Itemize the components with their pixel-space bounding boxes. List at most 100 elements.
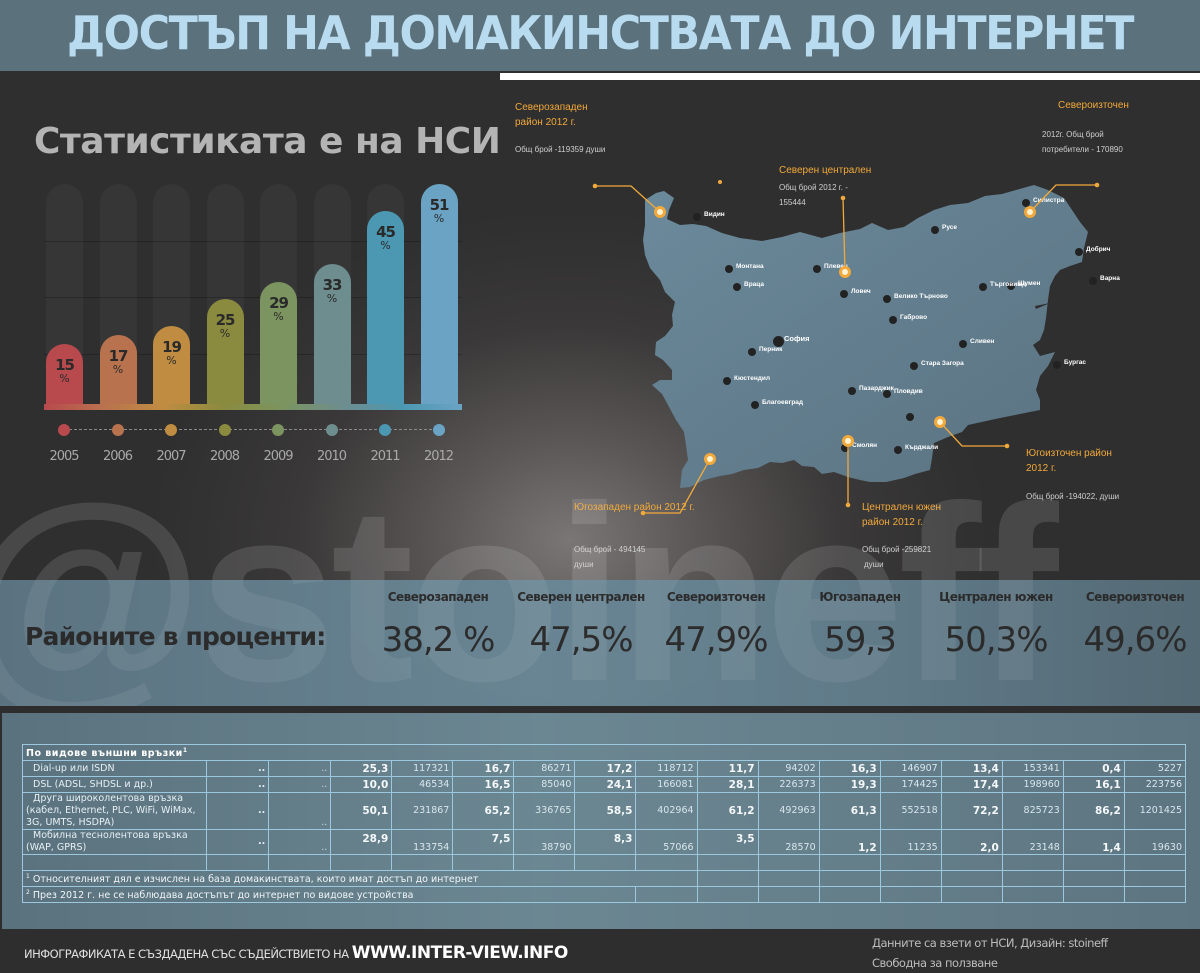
city-label: Бургас — [1064, 359, 1087, 366]
table-row-empty — [21, 854, 1187, 872]
bar-percent: % — [326, 291, 338, 305]
table-row: Друга широколентова връзка (кабел, Ethern… — [21, 792, 1187, 831]
city-label: Ловеч — [851, 288, 871, 295]
bar-value: 29 — [269, 293, 289, 312]
city-marker — [751, 401, 759, 409]
city-marker — [1022, 199, 1030, 207]
region-nw-count: Общ брой -119359 души — [515, 145, 606, 154]
table-note: 2 През 2012 г. не се наблюдава достъпът … — [21, 886, 1187, 904]
bar-percent: % — [112, 362, 124, 376]
city-label: Търговище — [990, 281, 1027, 288]
bulgaria-map — [643, 185, 1088, 488]
city-label: Кърджали — [905, 444, 939, 451]
city-label: Велико Търново — [894, 293, 948, 300]
header-banner: ДОСТЪП НА ДОМАКИНСТВАТА ДО ИНТЕРНЕТ — [0, 0, 1200, 71]
bar-percent: % — [273, 309, 284, 323]
bar-2012: 51% — [420, 184, 458, 410]
regions-percent-label: Районите в проценти: — [25, 622, 326, 651]
table-row: Dial-up или ISDN .... 25,3 117321 16,7 862… — [21, 760, 1187, 778]
page-title: ДОСТЪП НА ДОМАКИНСТВАТА ДО ИНТЕРНЕТ — [66, 6, 1134, 60]
map-overlay: Видин Монтана Враца Плевен Ловеч Велико Търно… — [693, 197, 1120, 454]
city-marker — [906, 413, 914, 421]
bar-2007: 19% — [153, 325, 190, 410]
city-label: Пловдив — [894, 388, 923, 395]
city-marker — [1007, 282, 1015, 290]
city-marker — [883, 295, 891, 303]
footer: ИНФОГРАФИКАТА Е СЪЗДАДЕНА СЪС СЪДЕЙСТВИЕ… — [0, 929, 1200, 973]
timeline-dot — [379, 424, 391, 436]
city-label: Смолян — [852, 442, 878, 449]
grid-line — [44, 240, 462, 242]
city-label: Враца — [744, 281, 764, 288]
table-row: DSL (ADSL, SHDSL и др.) .... 10,0 46534 1… — [21, 776, 1187, 794]
bar-2006: 17% — [99, 334, 137, 410]
city-marker — [723, 377, 731, 385]
bar-2011: 45% — [367, 210, 404, 410]
region-sc-count: Общ брой -259821 души — [862, 545, 932, 569]
city-marker — [773, 336, 784, 347]
city-label: Кюстендил — [734, 375, 771, 382]
city-marker — [813, 265, 821, 273]
bar-2010: 33% — [313, 263, 351, 410]
bar-2009: 29% — [260, 281, 297, 410]
city-marker — [889, 316, 897, 324]
region-se-title: Югоизточен район 2012 г. — [1026, 448, 1112, 474]
divider — [500, 73, 1200, 80]
city-marker — [841, 444, 849, 452]
timeline-dot — [58, 424, 70, 436]
city-marker — [883, 390, 891, 398]
city-marker — [1075, 248, 1083, 256]
region-nc-count: Общ брой 2012 г. -155444 — [779, 183, 848, 207]
city-marker — [840, 290, 848, 298]
region-sw-count: Общ брой - 494145 души — [574, 545, 646, 569]
bar-percent: % — [59, 371, 70, 385]
city-label: София — [784, 334, 810, 343]
site-link[interactable]: WWW.INTER-VIEW.INFO — [351, 943, 569, 963]
grid-line — [44, 353, 462, 355]
city-label: Благоевград — [762, 399, 804, 406]
footer-source: Данните са взети от НСИ, Дизайн: stoinef… — [872, 936, 1108, 970]
year-label: 2009 — [263, 449, 293, 464]
city-marker — [1053, 361, 1061, 369]
city-marker — [931, 226, 939, 234]
city-label: Видин — [704, 211, 725, 218]
region-ne-count: 2012г. Общ брой потребители - 170890 — [1042, 130, 1123, 154]
timeline-dot — [218, 424, 231, 436]
watermark-band: @stoineff — [0, 454, 1058, 733]
bar-percent: % — [219, 327, 231, 341]
table-header: По видове външни връзки1 — [22, 743, 1186, 762]
stats-title: Статистиката е на НСИ — [34, 121, 501, 162]
region-se-count: Общ брой -194022, души — [1026, 492, 1120, 501]
city-marker — [959, 340, 967, 348]
bar-value: 25 — [215, 311, 236, 330]
bar-2005: 15% — [46, 343, 83, 410]
bar-value: 15 — [55, 355, 75, 374]
bar-baseline — [44, 404, 462, 410]
city-marker — [894, 446, 902, 454]
region-sc-title: Централен южен район 2012 г. — [862, 502, 942, 528]
city-label: Плевен — [824, 263, 848, 270]
bar-value: 33 — [322, 275, 343, 294]
yearly-bar-chart: 15% 17% 19% 25% 29% 33% 45% 51% — [44, 182, 462, 410]
table-row: Мобилна теснолентова връзка (WAP, GPRS) .… — [21, 829, 1187, 856]
city-marker — [1089, 277, 1097, 285]
table-note: 1 Относителният дял е изчислен на база д… — [22, 870, 1187, 888]
region-sw-title: Югозападен район 2012 г. — [574, 502, 695, 513]
timeline-dot — [111, 424, 124, 436]
city-marker — [748, 348, 756, 356]
city-label: Варна — [1100, 275, 1120, 282]
city-label: Шумен — [1018, 280, 1041, 287]
city-marker — [725, 265, 733, 273]
grid-line — [44, 297, 462, 298]
footer-credit: ИНФОГРАФИКАТА Е СЪЗДАДЕНА СЪС СЪДЕЙСТВИЕ… — [24, 943, 568, 963]
city-label: Габрово — [900, 314, 928, 321]
year-label: 2005 — [49, 449, 79, 464]
city-label: Перник — [759, 346, 783, 353]
city-label: Пазарджик — [859, 385, 894, 392]
timeline-dot — [165, 424, 177, 436]
city-marker — [693, 213, 701, 221]
city-label: Добрич — [1086, 246, 1111, 253]
year-label: 2006 — [102, 449, 133, 464]
map-callout-lines — [592, 180, 1100, 516]
year-label: 2012 — [423, 449, 454, 464]
